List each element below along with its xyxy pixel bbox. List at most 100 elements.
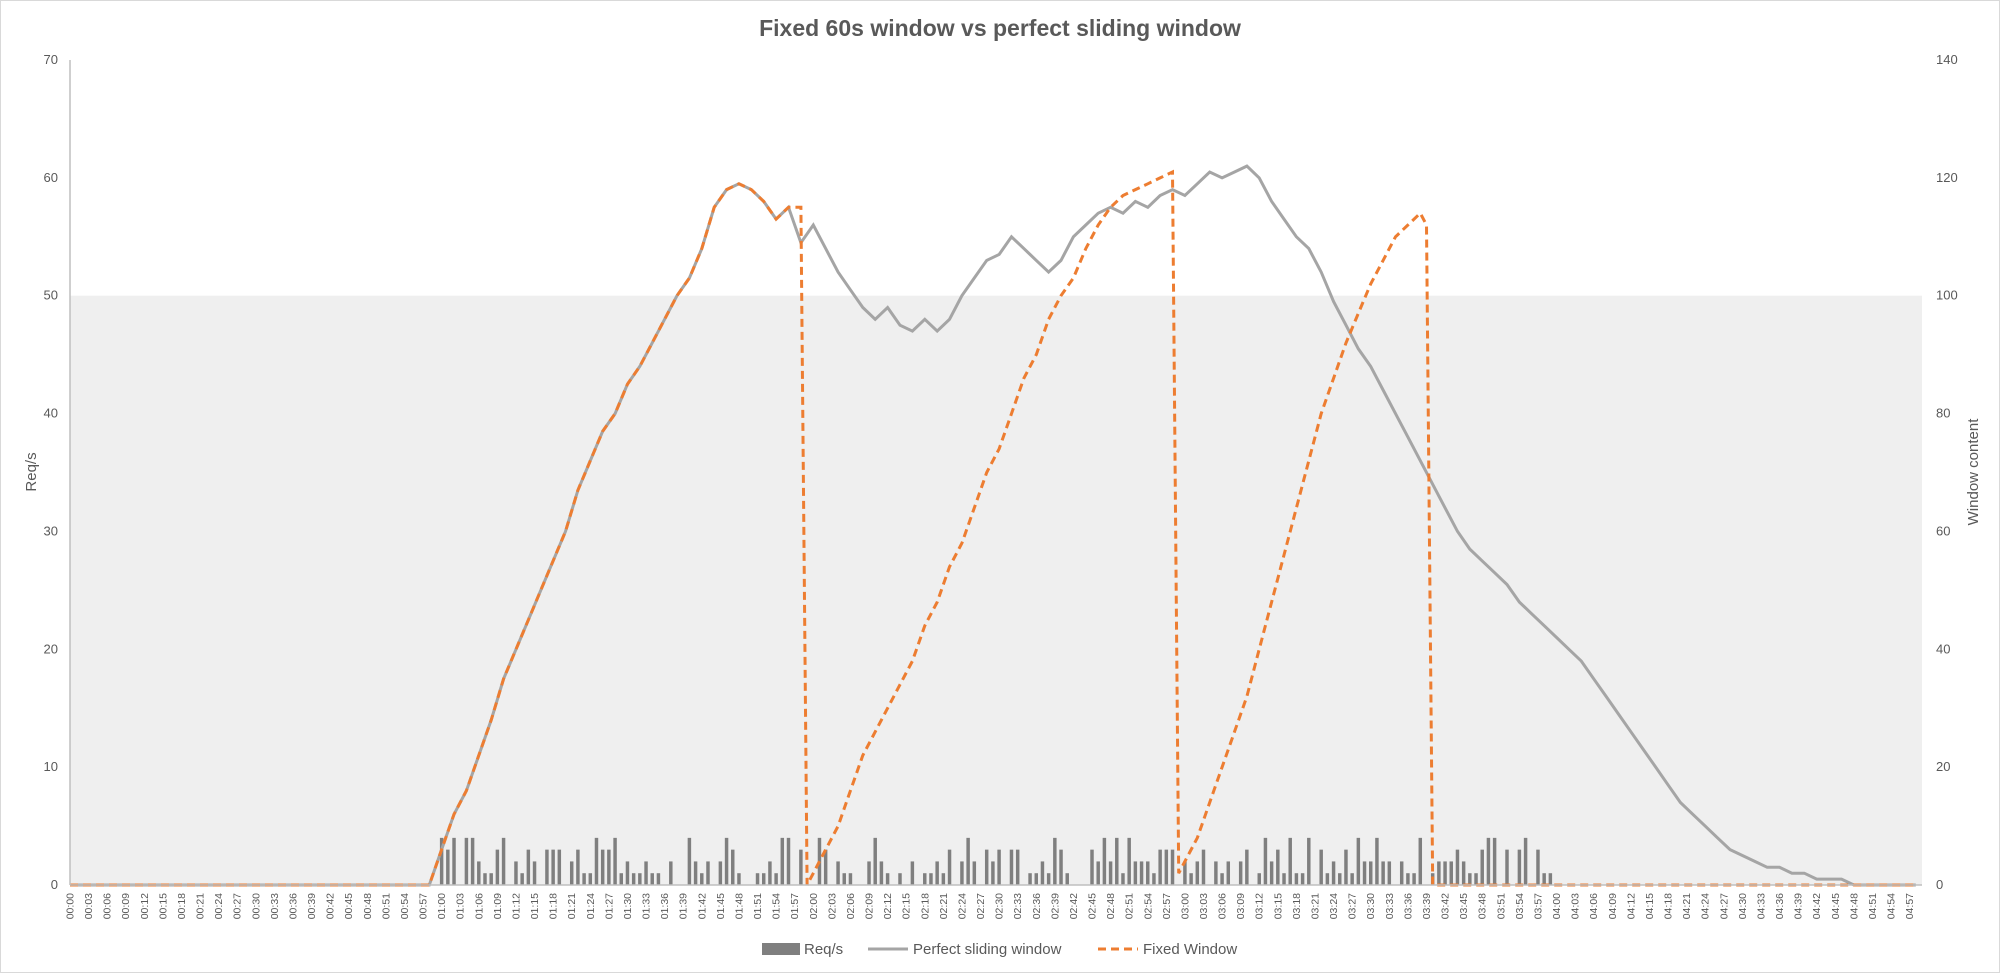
req-bar bbox=[1505, 849, 1509, 885]
req-bar bbox=[1183, 861, 1187, 885]
req-bar bbox=[706, 861, 710, 885]
req-bar bbox=[941, 873, 946, 885]
req-bar bbox=[1350, 873, 1354, 885]
req-bar bbox=[631, 873, 636, 885]
x-tick: 04:03 bbox=[1570, 893, 1582, 919]
req-bar bbox=[1257, 873, 1261, 885]
req-bar bbox=[1443, 861, 1447, 885]
req-bar bbox=[997, 849, 1001, 885]
y-tick-right: 20 bbox=[1936, 759, 1950, 774]
legend-label-sliding: Perfect sliding window bbox=[913, 941, 1062, 958]
req-bar bbox=[1201, 849, 1206, 885]
req-bar bbox=[1449, 861, 1453, 885]
req-bar bbox=[1356, 837, 1361, 885]
req-bar bbox=[569, 861, 574, 885]
req-bar bbox=[960, 861, 964, 885]
x-tick: 02:39 bbox=[1049, 893, 1061, 919]
req-bar bbox=[984, 849, 989, 885]
req-bar bbox=[867, 861, 871, 885]
right-y-ticks: 0 20 40 60 80 100 120 140 bbox=[1936, 52, 1958, 892]
req-bar bbox=[724, 837, 729, 885]
req-bar bbox=[1139, 861, 1144, 885]
req-bar bbox=[1015, 849, 1020, 885]
req-bar bbox=[1461, 861, 1466, 885]
x-tick: 00:18 bbox=[176, 893, 188, 919]
x-tick: 04:48 bbox=[1848, 893, 1860, 919]
x-tick: 03:33 bbox=[1384, 893, 1396, 919]
req-bar bbox=[594, 837, 599, 885]
x-tick: 00:33 bbox=[269, 893, 281, 919]
req-bar bbox=[495, 849, 500, 885]
req-bar bbox=[823, 849, 828, 885]
req-bar bbox=[1195, 861, 1200, 885]
req-bar bbox=[1523, 837, 1528, 885]
x-tick: 03:18 bbox=[1291, 893, 1303, 919]
req-bar bbox=[638, 873, 642, 885]
x-tick: 04:51 bbox=[1867, 893, 1879, 919]
x-tick: 01:54 bbox=[771, 893, 783, 919]
x-tick: 04:18 bbox=[1663, 893, 1675, 919]
req-bar bbox=[1053, 837, 1057, 885]
req-bar bbox=[1245, 849, 1249, 885]
x-tick: 01:06 bbox=[473, 893, 485, 919]
x-tick: 04:12 bbox=[1625, 893, 1637, 919]
req-bar bbox=[557, 849, 562, 885]
req-bar bbox=[501, 837, 506, 885]
req-bar bbox=[545, 849, 549, 885]
x-tick: 03:39 bbox=[1421, 893, 1433, 919]
req-bar bbox=[1269, 861, 1274, 885]
x-tick: 02:36 bbox=[1031, 893, 1043, 919]
x-tick: 01:09 bbox=[492, 893, 504, 919]
x-tick: 00:03 bbox=[83, 893, 95, 919]
req-bar bbox=[520, 873, 524, 885]
y-tick-left: 30 bbox=[44, 523, 58, 538]
x-tick: 03:57 bbox=[1533, 893, 1545, 919]
x-tick: 02:33 bbox=[1012, 893, 1024, 919]
x-tick: 03:15 bbox=[1272, 893, 1284, 919]
x-tick: 04:57 bbox=[1904, 893, 1916, 919]
x-tick: 03:06 bbox=[1217, 893, 1229, 919]
req-bar bbox=[588, 873, 593, 885]
req-bar bbox=[1115, 837, 1119, 885]
right-axis-label: Window content bbox=[1965, 418, 1982, 526]
req-bar bbox=[947, 849, 952, 885]
req-bar bbox=[972, 861, 977, 885]
req-bar bbox=[1158, 849, 1162, 885]
req-bar bbox=[1059, 849, 1063, 885]
req-bar bbox=[470, 837, 475, 885]
req-bar bbox=[1300, 873, 1305, 885]
req-bar bbox=[923, 873, 927, 885]
x-tick: 03:00 bbox=[1179, 893, 1191, 919]
x-tick: 03:12 bbox=[1254, 893, 1266, 919]
req-bar bbox=[935, 861, 939, 885]
x-tick: 04:27 bbox=[1718, 893, 1730, 919]
req-bar bbox=[1517, 849, 1522, 885]
x-tick: 03:54 bbox=[1514, 893, 1526, 919]
req-bar bbox=[464, 837, 469, 885]
y-tick-right: 40 bbox=[1936, 641, 1950, 656]
req-bar bbox=[755, 873, 760, 885]
x-tick: 01:39 bbox=[678, 893, 690, 919]
x-tick: 00:09 bbox=[120, 893, 132, 919]
req-bar bbox=[1133, 861, 1138, 885]
x-tick: 00:45 bbox=[343, 893, 355, 919]
req-bar bbox=[607, 849, 611, 885]
req-bar bbox=[910, 861, 915, 885]
req-bar bbox=[656, 873, 661, 885]
y-tick-left: 0 bbox=[51, 877, 58, 892]
req-bar bbox=[526, 849, 531, 885]
req-bar bbox=[1090, 849, 1094, 885]
y-tick-left: 70 bbox=[44, 52, 58, 67]
y-tick-left: 60 bbox=[44, 170, 58, 185]
y-tick-right: 120 bbox=[1936, 170, 1958, 185]
req-bar bbox=[644, 861, 648, 885]
req-bar bbox=[625, 861, 630, 885]
req-bar bbox=[1542, 873, 1546, 885]
x-tick: 01:00 bbox=[436, 893, 448, 919]
req-bar bbox=[1009, 849, 1014, 885]
left-axis-label: Req/s bbox=[23, 452, 40, 491]
y-tick-right: 80 bbox=[1936, 406, 1950, 421]
x-tick: 04:39 bbox=[1793, 893, 1805, 919]
chart-title: Fixed 60s window vs perfect sliding wind… bbox=[759, 15, 1241, 41]
